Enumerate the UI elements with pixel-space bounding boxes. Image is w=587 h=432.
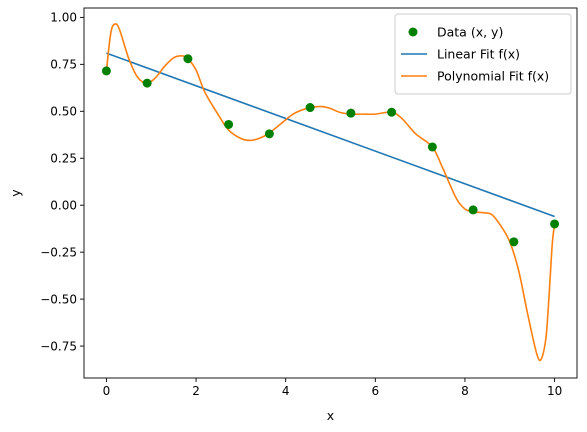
y-tick-label: 0.25 [50,152,77,166]
data-point [183,54,193,64]
data-point [346,108,356,118]
legend-label: Polynomial Fit f(x) [437,69,549,84]
x-tick-label: 4 [282,384,290,398]
legend-marker [408,27,418,37]
legend-label: Data (x, y) [437,25,503,40]
data-point [550,219,560,229]
data-point [387,107,397,117]
axes-frame [83,7,578,379]
y-tick-label: 1.00 [50,11,77,25]
data-point [509,237,519,247]
x-tick-label: 10 [547,384,562,398]
data-point [264,129,274,139]
y-tick-label: 0.75 [50,58,77,72]
data-point [305,103,315,113]
polynomial-fit-line [105,23,556,362]
data-point [224,119,234,129]
linear-fit-line [106,52,555,218]
x-tick-label: 6 [371,384,379,398]
y-axis-label: y [8,189,23,197]
data-point [142,78,152,88]
x-tick-label: 0 [103,384,111,398]
x-tick-label: 2 [192,384,200,398]
y-tick-label: 0.00 [50,199,77,213]
legend-label: Linear Fit f(x) [437,47,520,62]
data-point [468,205,478,215]
y-tick-label: 0.50 [50,105,77,119]
x-axis-label: x [327,408,334,423]
y-tick-label: −0.25 [40,245,77,259]
data-point [101,66,111,76]
legend: Data (x, y) Linear Fit f(x) Polynomial Fit… [394,13,572,95]
axes: 0 2 4 6 8 10 −0.75 −0.50 −0.25 0.00 0.25 0.50 0.75 1.… [40,7,578,398]
legend-box [394,13,572,95]
plot-marks [101,23,560,362]
data-point [427,142,437,152]
y-tick-label: −0.50 [40,292,77,306]
x-tick-label: 8 [461,384,469,398]
y-tick-label: −0.75 [40,339,77,353]
